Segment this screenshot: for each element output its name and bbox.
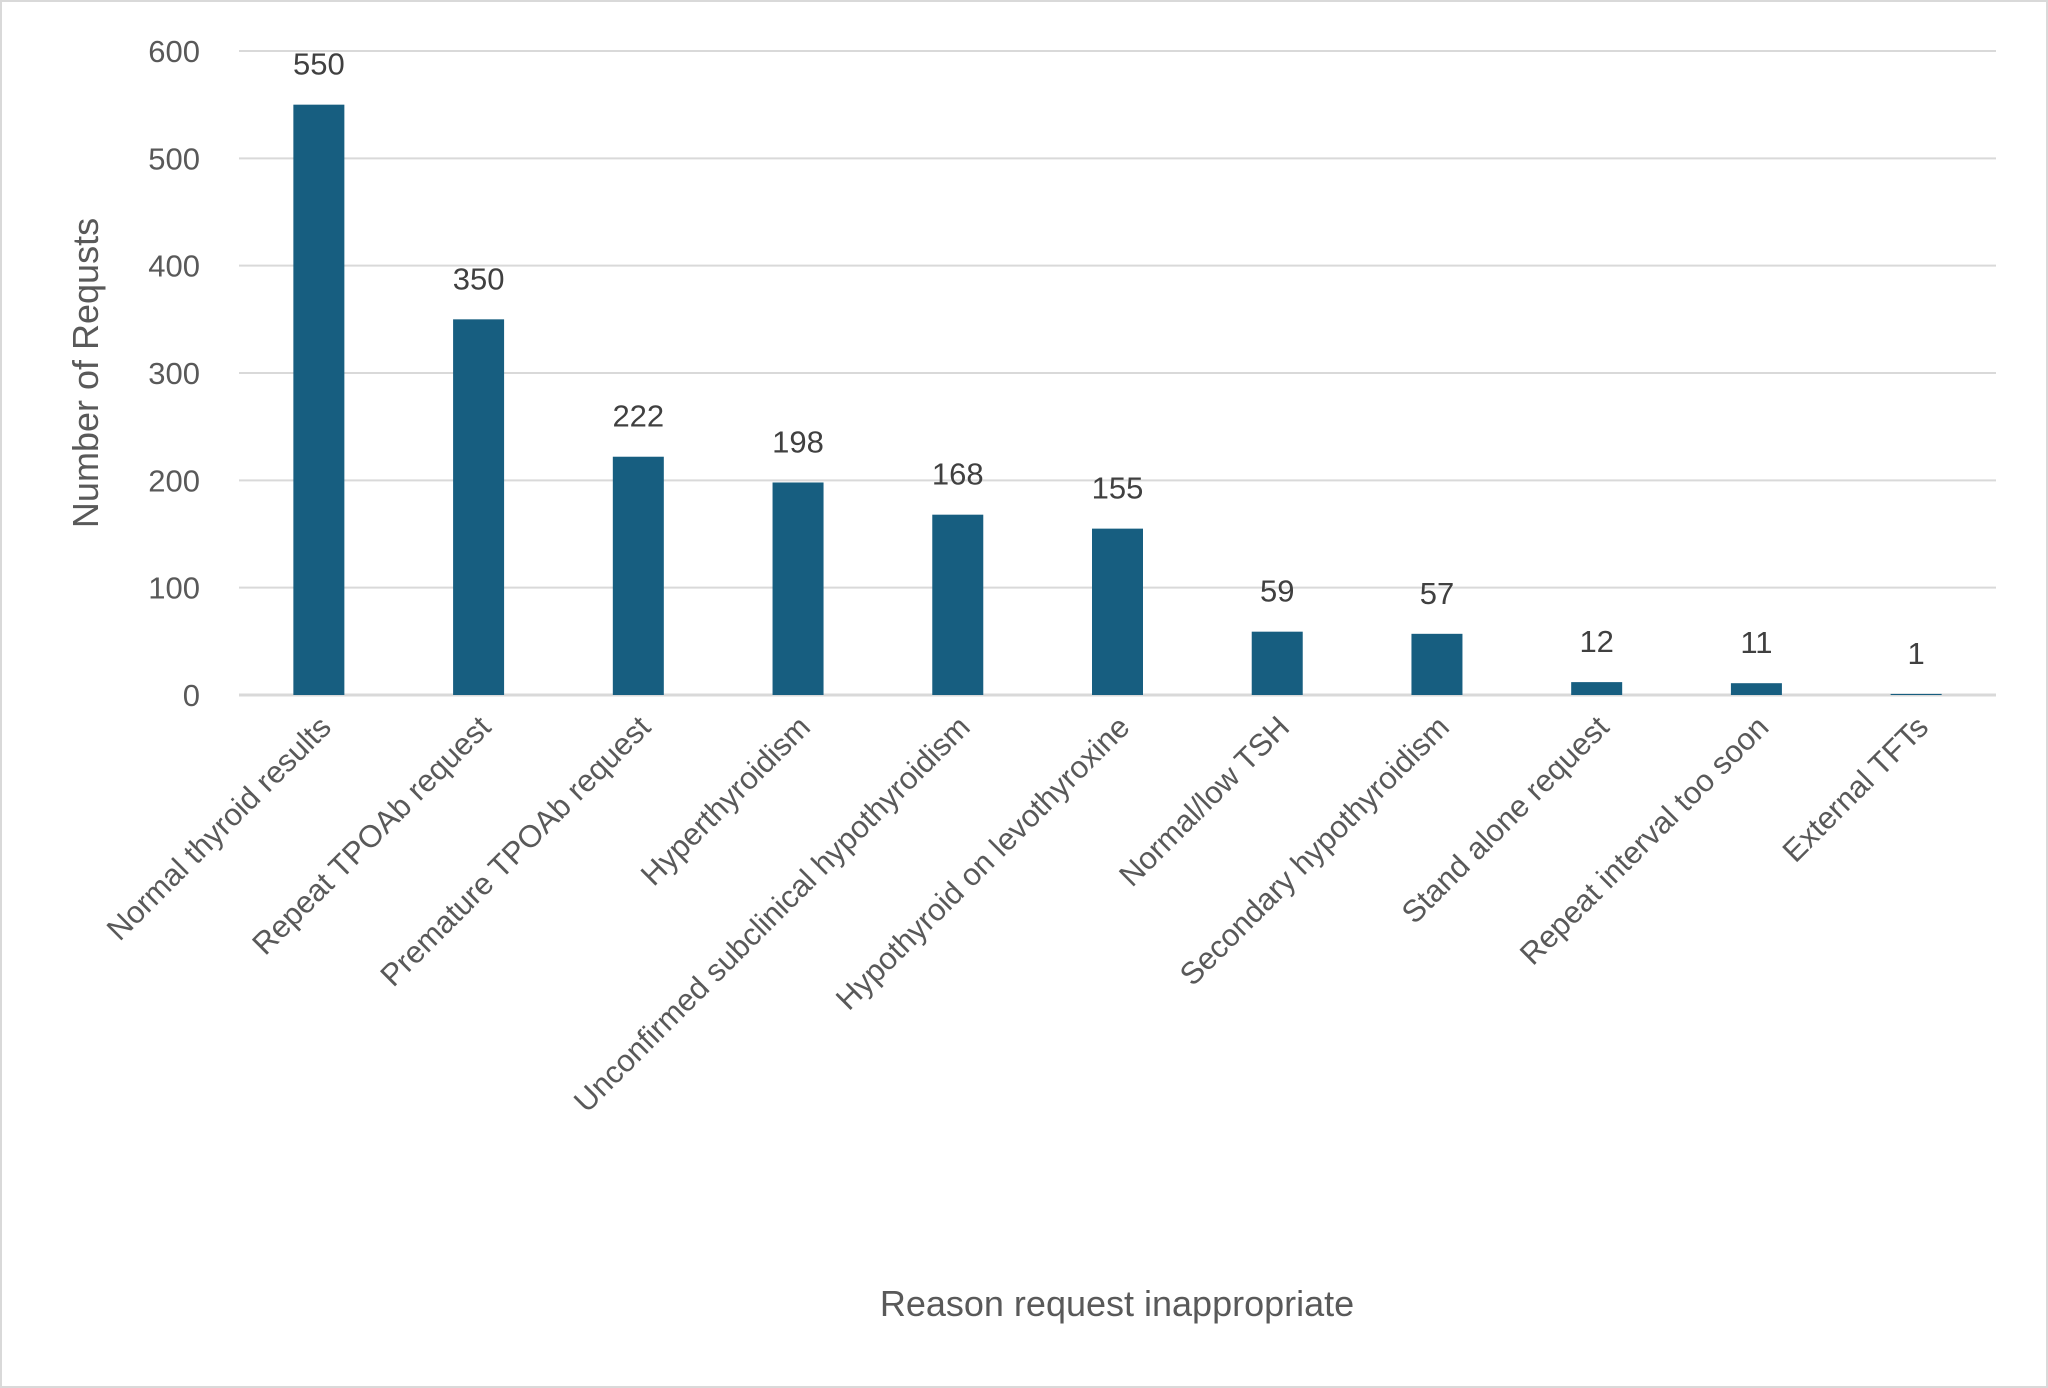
bar [1571,682,1623,695]
bar [932,514,984,695]
data-label: 1 [1908,636,1925,671]
x-tick-label: Normal/low TSH [1112,709,1296,893]
bar [1092,528,1143,695]
data-label: 59 [1260,574,1294,609]
data-label: 222 [612,399,664,434]
x-tick-label: External TFTs [1776,709,1936,869]
y-tick-label: 500 [148,141,200,176]
data-label: 12 [1579,624,1613,659]
bar [1251,631,1303,695]
bar [453,319,505,695]
data-label: 198 [772,424,824,459]
x-tick-label: Secondary hypothyroidism [1173,709,1456,992]
gridlines [239,50,1996,697]
bar [612,456,664,695]
y-tick-label: 300 [148,356,200,391]
bar [772,482,824,695]
bar [1730,683,1782,695]
data-label: 155 [1092,471,1144,506]
data-label: 11 [1740,625,1772,660]
data-label: 550 [293,47,345,82]
y-tick-label: 600 [148,34,200,69]
data-label: 350 [453,261,505,296]
data-label: 168 [932,457,984,492]
y-tick-label: 400 [148,249,200,284]
bar [1890,693,1942,695]
y-tick-label: 0 [183,678,200,713]
y-tick-label: 100 [148,571,200,606]
x-tick-label: Hypothyroid on levothyroxine [829,709,1136,1016]
y-axis-title: Number of Requsts [65,218,106,528]
x-axis-title: Reason request inappropriate [880,1283,1354,1324]
data-label: 57 [1420,576,1454,611]
bar [1411,633,1463,695]
x-tick-label: Premature TPOAb request [373,709,657,993]
x-tick-label: Hyperthyroidism [634,709,817,892]
bars [293,104,1942,695]
y-tick-label: 200 [148,463,200,498]
y-tick-labels: 0 100 200 300 400 500 600 [148,34,200,713]
bar [293,104,345,695]
